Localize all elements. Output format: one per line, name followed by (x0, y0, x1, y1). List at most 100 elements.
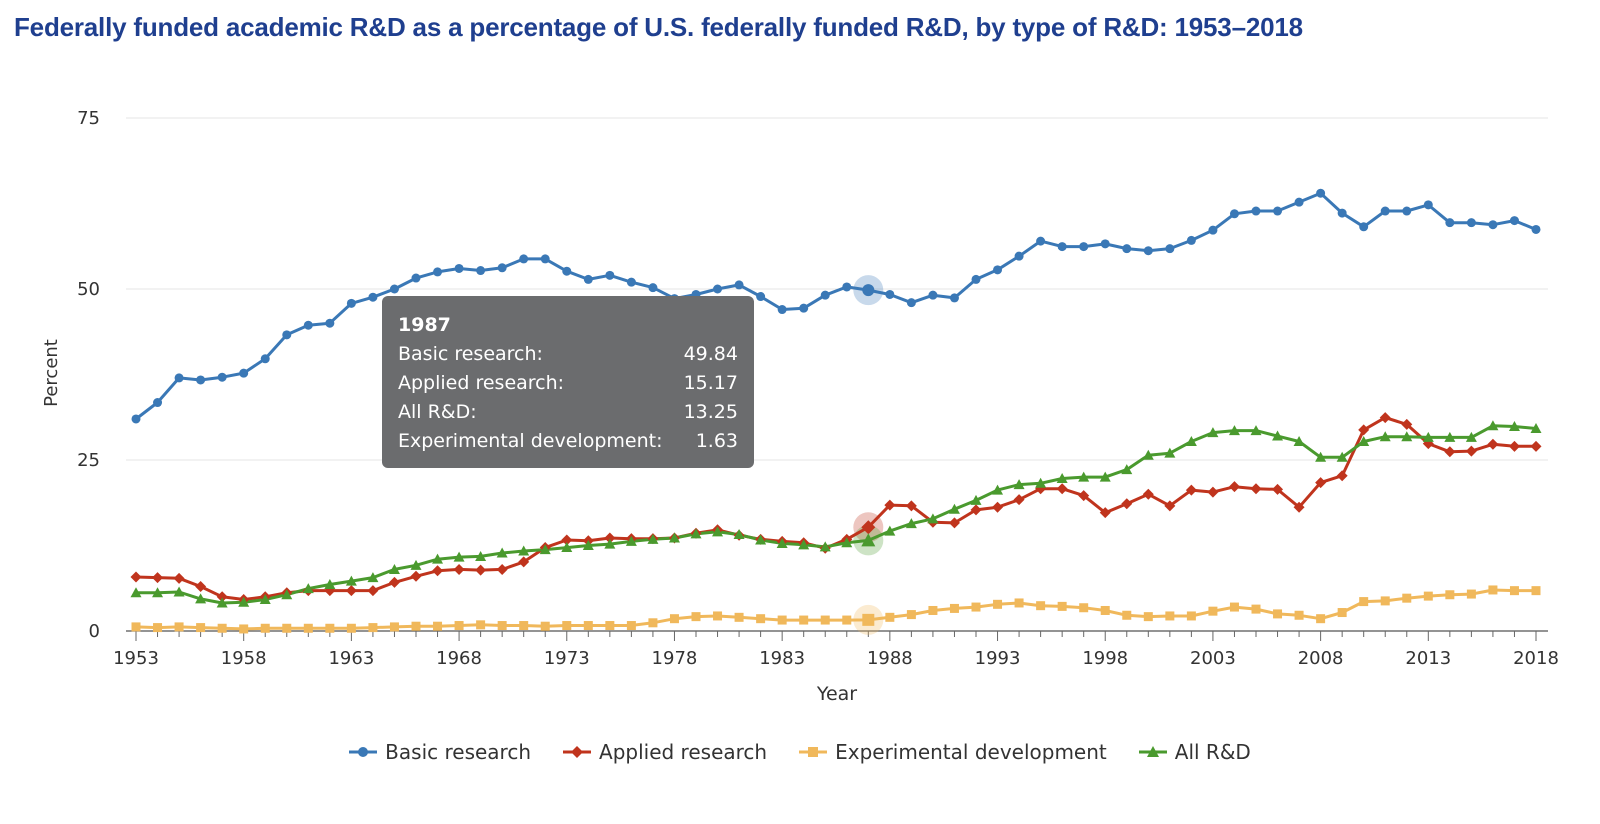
data-point (1508, 420, 1520, 431)
data-point (1379, 431, 1391, 442)
data-point (1293, 436, 1305, 447)
data-point (1315, 477, 1327, 489)
tooltip-value: 1.63 (695, 430, 738, 452)
data-point (733, 529, 745, 540)
x-tick-label: 1978 (652, 648, 698, 669)
data-point (1142, 488, 1154, 500)
data-point (346, 623, 356, 633)
data-point (562, 621, 572, 631)
data-point (1143, 246, 1153, 256)
data-point (1272, 483, 1284, 495)
data-point (453, 551, 465, 562)
data-point (1423, 200, 1433, 210)
data-point (734, 612, 744, 622)
data-point (1079, 603, 1089, 613)
data-point (196, 623, 206, 633)
data-point (282, 330, 292, 340)
data-point (885, 612, 895, 622)
data-point (345, 575, 357, 586)
data-point (453, 563, 465, 575)
data-point (130, 587, 142, 598)
data-point (475, 564, 487, 576)
data-point (173, 586, 185, 597)
data-point (1466, 589, 1476, 599)
data-point (131, 622, 141, 632)
data-point (345, 585, 357, 597)
data-point (691, 612, 701, 622)
data-point (388, 563, 400, 574)
data-point (776, 537, 788, 548)
data-point (174, 622, 184, 632)
data-point (1531, 586, 1541, 596)
data-point (971, 274, 981, 284)
x-tick-label: 1993 (975, 648, 1021, 669)
data-point (583, 621, 593, 631)
data-point (1509, 216, 1519, 226)
data-point (582, 540, 594, 550)
data-point (971, 602, 981, 612)
data-point (1294, 197, 1304, 207)
series-line (136, 424, 1537, 605)
data-point (927, 513, 939, 524)
data-point (1079, 242, 1089, 252)
data-point (195, 593, 207, 604)
data-point (1228, 425, 1240, 436)
data-point (820, 615, 830, 625)
x-tick-label: 1953 (113, 648, 159, 669)
triangle-marker-icon (1138, 746, 1167, 757)
legend-item-basic-research[interactable]: Basic research (349, 740, 531, 764)
data-point (1099, 507, 1111, 519)
data-point (1251, 604, 1261, 614)
data-point (411, 273, 421, 283)
y-axis-label: Percent (41, 339, 62, 407)
y-tick-label: 50 (77, 279, 100, 300)
data-point (1208, 606, 1218, 616)
data-point (1466, 218, 1476, 228)
data-point (1358, 424, 1370, 436)
data-point (519, 254, 529, 264)
data-point (777, 615, 787, 625)
data-point (626, 621, 636, 631)
data-point (1530, 423, 1542, 434)
data-point (625, 535, 637, 546)
series-line (135, 416, 1536, 601)
data-point (152, 587, 164, 598)
data-point (1488, 585, 1498, 595)
legend-item-all-rd[interactable]: All R&D (1138, 740, 1251, 764)
legend-item-applied-research[interactable]: Applied research (563, 740, 767, 764)
data-point (216, 591, 228, 603)
data-point (862, 284, 875, 297)
data-point (1294, 610, 1304, 620)
data-point (647, 533, 659, 544)
data-point (432, 565, 444, 577)
data-point (260, 623, 270, 633)
data-point (798, 539, 810, 550)
data-point (668, 532, 680, 543)
data-point (1185, 436, 1197, 447)
x-tick-label: 1998 (1082, 648, 1128, 669)
data-point (540, 254, 550, 264)
data-point (174, 373, 184, 383)
data-point (1250, 483, 1262, 495)
data-point (1229, 602, 1239, 612)
data-point (1186, 235, 1196, 245)
data-point (1337, 608, 1347, 618)
x-axis-label: Year (816, 683, 857, 705)
data-point (1402, 593, 1412, 603)
data-point (1122, 244, 1132, 254)
data-point (561, 534, 573, 546)
legend-item-experimental-development[interactable]: Experimental development (799, 740, 1107, 764)
data-point (1056, 483, 1068, 495)
data-point (1056, 472, 1068, 483)
data-point (325, 623, 335, 633)
data-point (433, 621, 443, 631)
data-point (993, 265, 1003, 275)
data-point (799, 615, 809, 625)
data-point (1423, 591, 1433, 601)
data-point (905, 518, 917, 529)
data-point (1380, 596, 1390, 606)
tooltip-label: All R&D: (398, 401, 477, 423)
data-point (410, 570, 422, 582)
data-point (1014, 598, 1024, 608)
